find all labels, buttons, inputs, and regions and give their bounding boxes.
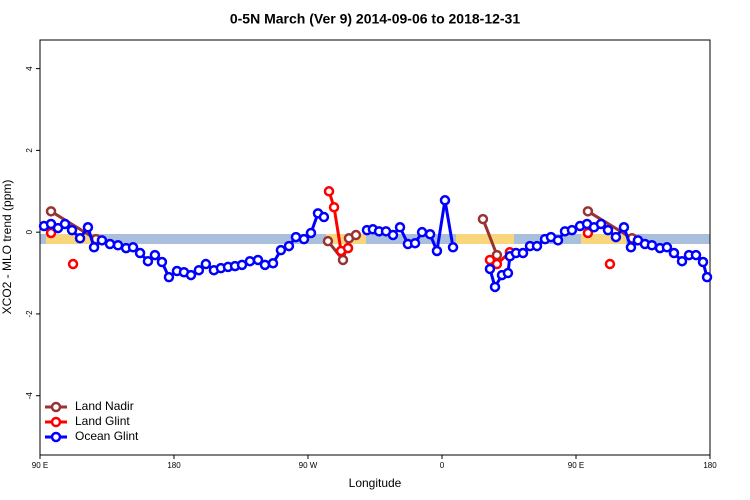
land-band — [456, 234, 514, 244]
point — [489, 281, 501, 293]
legend-marker — [50, 401, 62, 413]
point — [625, 242, 637, 253]
x-axis-label: Longitude — [349, 476, 402, 490]
point — [328, 201, 340, 213]
point — [484, 263, 496, 275]
point — [491, 258, 503, 270]
point — [298, 233, 310, 245]
point — [566, 224, 578, 236]
y-tick-label: -4 — [25, 392, 34, 400]
point — [163, 271, 175, 283]
point — [517, 247, 529, 259]
point — [337, 254, 349, 266]
point — [342, 242, 354, 254]
legend-marker — [50, 431, 62, 443]
point — [88, 242, 100, 253]
point — [200, 258, 212, 270]
legend-label: Ocean Glint — [75, 429, 139, 443]
point — [259, 259, 271, 271]
point — [305, 227, 317, 239]
point — [447, 242, 459, 253]
chart-title: 0-5N March (Ver 9) 2014-09-06 to 2018-12… — [230, 11, 520, 27]
point — [82, 222, 94, 233]
x-tick-label: 180 — [167, 461, 181, 470]
land-band — [581, 234, 626, 244]
point — [252, 254, 264, 266]
point — [701, 271, 713, 283]
point — [236, 259, 248, 271]
point — [416, 226, 428, 238]
point — [424, 228, 436, 240]
point — [582, 206, 594, 217]
point — [409, 237, 421, 249]
legend-label: Land Nadir — [75, 399, 134, 413]
x-tick-label: 180 — [703, 461, 717, 470]
point — [661, 242, 673, 253]
legend-marker — [50, 416, 62, 428]
point — [697, 256, 709, 268]
point — [394, 222, 406, 233]
point — [531, 240, 543, 252]
point — [59, 218, 71, 230]
point — [244, 255, 256, 267]
point — [552, 235, 564, 246]
x-tick-label: 0 — [440, 461, 445, 470]
point — [104, 238, 116, 250]
y-tick-label: 4 — [25, 66, 34, 71]
point — [439, 195, 451, 206]
point — [156, 256, 168, 268]
x-tick-label: 90 W — [299, 461, 318, 470]
point — [318, 211, 330, 223]
point — [142, 255, 154, 267]
point — [193, 264, 205, 276]
point — [275, 244, 287, 256]
point — [668, 247, 680, 259]
y-tick-label: 0 — [25, 229, 34, 234]
point — [322, 235, 334, 247]
y-axis-label: XCO2 - MLO trend (ppm) — [0, 180, 14, 315]
point — [267, 257, 279, 269]
point — [595, 218, 607, 230]
point — [66, 224, 78, 236]
point — [604, 258, 616, 270]
x-tick-label: 90 E — [32, 461, 48, 470]
point — [134, 247, 146, 259]
y-tick-label: 2 — [25, 148, 34, 153]
point — [477, 213, 489, 225]
point — [283, 240, 295, 252]
point — [602, 224, 614, 236]
point — [45, 206, 57, 217]
x-tick-label: 90 E — [568, 461, 584, 470]
point — [618, 222, 630, 233]
point — [323, 186, 335, 197]
point — [387, 229, 399, 241]
legend-label: Land Glint — [75, 414, 130, 428]
ocean-band — [40, 234, 710, 244]
point — [127, 242, 139, 253]
y-tick-label: -2 — [25, 310, 34, 318]
point — [149, 249, 161, 261]
point — [350, 229, 362, 241]
point — [96, 235, 108, 246]
plot-frame — [39, 39, 711, 456]
point — [185, 269, 197, 281]
point — [502, 267, 514, 279]
point — [431, 245, 443, 257]
point — [676, 255, 688, 267]
point — [74, 233, 86, 244]
point — [67, 258, 79, 270]
point — [610, 231, 622, 243]
point — [290, 231, 302, 243]
land-band — [46, 234, 91, 244]
point — [690, 249, 702, 261]
